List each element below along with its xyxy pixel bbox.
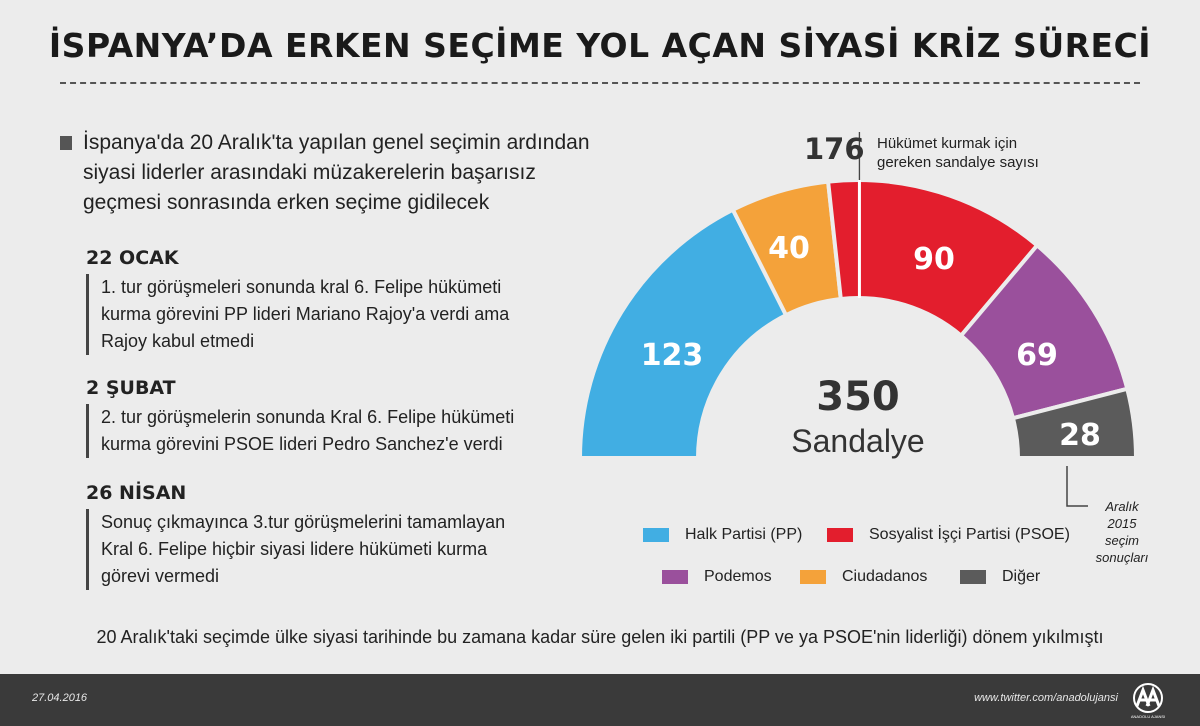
- logo-text: ANADOLU AJANSI: [1131, 714, 1165, 719]
- legend-item-diger: Diğer: [960, 568, 1040, 586]
- event-date-1: 22 OCAK: [86, 247, 179, 269]
- total-unit: Sandalye: [791, 423, 924, 459]
- result-note: Aralık 2015 seçim sonuçları: [1095, 499, 1149, 565]
- legend-swatch-ciudadanos: [800, 570, 826, 584]
- slice-diger: [1010, 386, 1139, 460]
- legend-swatch-psoe: [827, 528, 853, 542]
- legend-label-ciudadanos: Ciudadanos: [842, 568, 928, 585]
- legend-label-pp: Halk Partisi (PP): [685, 526, 803, 543]
- legend-label-diger: Diğer: [1002, 568, 1041, 585]
- majority-number: 176: [804, 132, 865, 166]
- legend-item-podemos: Podemos: [662, 568, 772, 586]
- footer-date: 27.04.2016: [32, 692, 88, 704]
- twitter-link[interactable]: www.twitter.com/anadolujansi: [974, 692, 1118, 704]
- bullet-square: [60, 136, 72, 150]
- legend-item-ciudadanos: Ciudadanos: [800, 568, 927, 586]
- majority-label: Hükümet kurmak için gereken sandalye say…: [877, 135, 1039, 171]
- title-divider: [60, 82, 1140, 84]
- legend-item-pp: Halk Partisi (PP): [643, 526, 802, 544]
- event-date-2: 2 ŞUBAT: [86, 377, 176, 399]
- legend-label-psoe: Sosyalist İşçi Partisi (PSOE): [869, 526, 1070, 543]
- legend-item-psoe: Sosyalist İşçi Partisi (PSOE): [827, 526, 1070, 544]
- legend-swatch-diger: [960, 570, 986, 584]
- intro-text: İspanya'da 20 Aralık'ta yapılan genel se…: [83, 131, 590, 214]
- result-note-leader: [1066, 466, 1088, 507]
- slice-label-4: 69: [1016, 338, 1058, 373]
- anadolu-logo-icon: ANADOLU AJANSI: [1131, 683, 1165, 719]
- event-text-3: Sonuç çıkmayınca 3.tur görüşmelerini tam…: [86, 509, 541, 590]
- legend-swatch-podemos: [662, 570, 688, 584]
- event-text-2: 2. tur görüşmelerin sonunda Kral 6. Feli…: [86, 404, 541, 458]
- slice-label-1: 123: [641, 338, 704, 373]
- event-text-1: 1. tur görüşmeleri sonunda kral 6. Felip…: [86, 274, 541, 355]
- slice-label-3: 90: [913, 242, 955, 277]
- slice-label-5: 28: [1059, 418, 1101, 453]
- total-seats: 350: [816, 374, 900, 420]
- event-date-3: 26 NİSAN: [86, 482, 187, 504]
- legend-swatch-pp: [643, 528, 669, 542]
- footer-bar: 27.04.2016 www.twitter.com/anadolujansi …: [0, 674, 1200, 726]
- page-title: İSPANYA’DA ERKEN SEÇİME YOL AÇAN SİYASİ …: [48, 26, 1152, 65]
- legend-label-podemos: Podemos: [704, 568, 772, 585]
- slice-label-2: 40: [768, 231, 810, 266]
- slice-pp: [577, 207, 789, 460]
- footer-note: 20 Aralık'taki seçimde ülke siyasi tarih…: [96, 627, 1104, 647]
